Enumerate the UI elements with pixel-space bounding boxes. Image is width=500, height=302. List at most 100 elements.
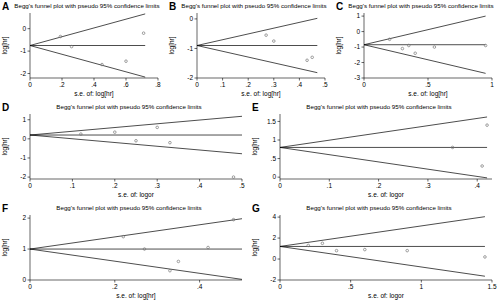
study-point [114,131,117,134]
title: Begg's funnel plot with pseudo 95% confi… [348,2,493,9]
x-tick-label: 0 [28,81,32,88]
panel-label: B [169,1,176,12]
y-tick-label: -1 [187,45,193,52]
study-point [80,133,83,136]
x-tick-label: 0 [28,182,32,189]
x-tick-label: 0 [28,283,32,290]
study-point [142,32,145,35]
y-tick [28,28,31,29]
y-tick [195,48,198,49]
funnel-line [197,46,317,73]
x-axis-label: s.e. of: log[hr] [116,292,156,300]
x-tick-label: .5 [425,81,431,88]
study-point [143,248,146,251]
funnel-line [30,135,242,154]
y-tick-label: -3 [354,74,360,81]
y-tick [278,121,281,122]
x-axis-label: s.e. of: log[hr] [408,90,448,98]
x-axis [30,280,242,281]
study-point [59,35,62,38]
y-tick [278,259,281,260]
y-tick [278,217,281,218]
y-tick-label: 4 [272,213,276,220]
title: Begg's funnel plot with pseudo 95% confi… [181,2,326,9]
plot-area [30,218,242,279]
y-tick-label: -1 [20,47,26,54]
funnel-line [30,14,145,46]
panel-label: C [336,1,343,12]
x-axis [280,179,492,180]
plot-area [364,16,487,73]
study-point [307,244,310,247]
study-point [388,38,391,41]
study-point [364,248,367,251]
study-point [406,249,409,252]
study-point [125,60,128,63]
x-tick-label: .4 [91,81,97,88]
y-axis-label: log[hr] [335,36,343,54]
y-tick-label: -2 [20,70,26,77]
y-tick [28,249,31,250]
y-tick [278,158,281,159]
study-point [207,246,210,249]
x-tick-label: .4 [197,283,203,290]
x-tick-label: .6 [123,81,129,88]
title: Begg's funnel plot with pseudo 95% confi… [306,103,451,110]
study-point [484,256,487,259]
y-tick [362,16,365,17]
y-tick-label: -2 [187,74,193,81]
y-axis [280,215,281,280]
y-tick-label: -2 [20,173,26,180]
y-tick-label: 0 [22,135,26,142]
y-tick-label: 0 [272,255,276,262]
y-axis-label: log[hr] [251,238,259,256]
x-tick-label: .2 [112,182,118,189]
x-axis-label: s.e. of: log[hr] [74,90,114,98]
x-tick-label: 1 [420,283,424,290]
plot-area [197,18,317,72]
x-tick-label: .5 [348,283,354,290]
y-tick-label: -2 [270,276,276,283]
y-tick [362,78,365,79]
title: Begg's funnel plot with pseudo 95% confi… [56,103,201,110]
x-tick-label: .2 [245,81,251,88]
funnel-line [30,249,242,279]
study-point [177,260,180,263]
y-tick-label: 1 [22,245,26,252]
y-tick [362,31,365,32]
x-tick-label: 0 [195,81,199,88]
y-tick [28,138,31,139]
x-tick-label: 0 [362,81,366,88]
y-tick [28,177,31,178]
y-tick [362,47,365,48]
x-tick-label: .3 [271,81,277,88]
x-tick-label: 0 [278,283,282,290]
x-axis [280,280,492,281]
y-axis [364,13,365,78]
y-tick [28,73,31,74]
y-tick-label: 0 [189,15,193,22]
x-axis [30,179,242,180]
study-point [169,269,172,272]
funnel-line [30,135,242,136]
study-point [311,56,314,59]
plot-area [30,14,145,77]
y-tick-label: -1 [354,43,360,50]
y-tick [195,18,198,19]
panel: FBegg's funnel plot with pseudo 95% conf… [1,203,242,300]
study-point [451,146,454,149]
study-point [408,44,411,47]
x-tick-label: .4 [297,81,303,88]
panel-label: D [2,102,9,113]
x-tick-label: .8 [155,81,161,88]
study-point [401,47,404,50]
panel: C Begg's funnel plot with pseudo 95% conf… [335,1,494,98]
title: Begg's funnel plot with pseudo 95% confi… [56,204,201,211]
y-tick-label: 0 [272,173,276,180]
study-point [414,52,417,55]
x-axis [197,78,325,79]
y-tick-label: .5 [271,155,277,162]
y-tick-label: 1 [22,116,26,123]
funnel-line [30,116,242,135]
y-tick [278,140,281,141]
